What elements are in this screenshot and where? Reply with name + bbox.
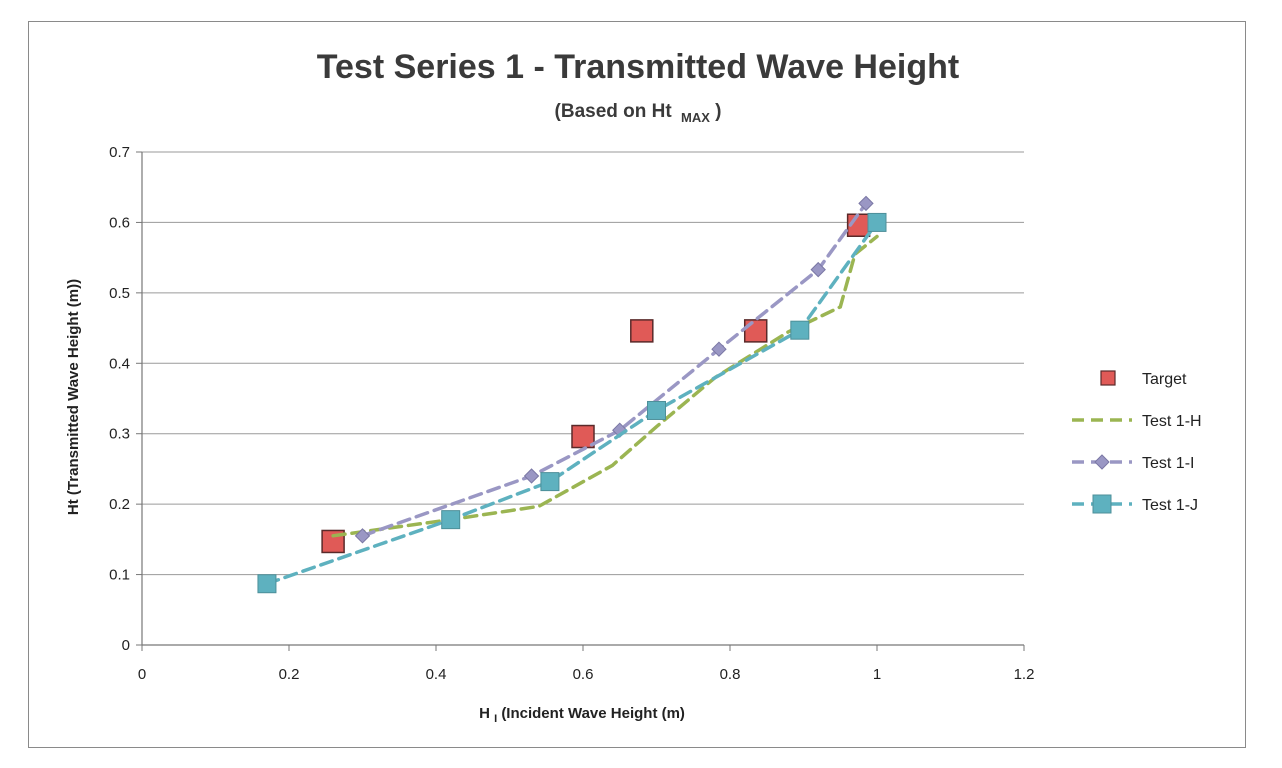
x-tick-label-2: 0.4: [426, 666, 447, 683]
x-tick-labels: 0 0.2 0.4 0.6 0.8 1 1.2: [138, 666, 1035, 683]
legend-item-1: Test 1-H: [1072, 413, 1202, 430]
series-line: [331, 234, 879, 538]
x-axis-label-rest: (Incident Wave Height (m): [501, 705, 685, 722]
x-axis-label-sub: I: [494, 713, 497, 725]
axes: [141, 152, 1025, 651]
subtitle-close: ): [715, 101, 721, 122]
data-point-0: [257, 574, 277, 594]
data-point-5: [867, 212, 887, 232]
data-point-2: [540, 472, 560, 492]
data-point-4: [810, 261, 826, 278]
x-axis-label: H I (Incident Wave Height (m): [479, 705, 685, 726]
legend-marker-2: [1094, 454, 1110, 470]
y-tick-labels: 0 0.1 0.2 0.3 0.4 0.5 0.6 0.7: [109, 144, 130, 654]
x-tick-label-4: 0.8: [720, 666, 741, 683]
data-point-3: [647, 400, 666, 420]
data-point-1: [441, 510, 461, 530]
legend-label-0: Target: [1142, 371, 1187, 388]
gridlines: [136, 151, 1024, 646]
y-tick-label-5: 0.5: [109, 285, 130, 302]
data-point-5: [858, 195, 874, 212]
x-tick-label-6: 1.2: [1014, 666, 1035, 683]
y-tick-label-7: 0.7: [109, 144, 130, 161]
legend-item-3: Test 1-J: [1072, 494, 1198, 514]
subtitle-sub: MAX: [681, 110, 710, 125]
series-test-1-h: [331, 234, 879, 538]
series-layer: [257, 195, 887, 594]
legend-label-3: Test 1-J: [1142, 497, 1198, 514]
chart-subtitle: (Based on Ht MAX ): [555, 101, 722, 127]
legend-item-2: Test 1-I: [1072, 454, 1194, 472]
chart-frame: [28, 21, 1246, 748]
x-axis-label-main: H: [479, 705, 490, 722]
legend-item-0: Target: [1100, 370, 1187, 388]
x-tick-label-3: 0.6: [573, 666, 594, 683]
y-tick-label-2: 0.2: [109, 496, 130, 513]
chart-title: Test Series 1 - Transmitted Wave Height: [317, 48, 959, 86]
data-point-4: [790, 320, 810, 340]
x-tick-label-1: 0.2: [279, 666, 300, 683]
series-target: [321, 213, 871, 554]
data-point-3: [711, 341, 727, 357]
data-point-2: [630, 319, 654, 343]
series-test-1-i: [354, 195, 874, 544]
series-line: [265, 220, 879, 586]
subtitle-main: (Based on Ht: [555, 101, 673, 122]
legend-label-1: Test 1-H: [1142, 413, 1202, 430]
legend-marker-3: [1092, 494, 1112, 514]
data-point-1: [523, 468, 540, 484]
series-line: [360, 201, 868, 538]
y-tick-label-0: 0: [122, 637, 130, 654]
y-tick-label-4: 0.4: [109, 355, 130, 372]
y-tick-label-6: 0.6: [109, 214, 130, 231]
y-tick-label-3: 0.3: [109, 426, 130, 443]
legend-label-2: Test 1-I: [1142, 455, 1194, 472]
y-tick-label-1: 0.1: [109, 567, 130, 584]
legend: Target Test 1-H Test 1-I Test 1-J: [1072, 370, 1202, 514]
y-axis-label: Ht (Transmitted Wave Height (m)): [65, 279, 82, 515]
data-point-0: [354, 528, 371, 544]
series-test-1-j: [257, 212, 887, 594]
x-tick-label-0: 0: [138, 666, 146, 683]
x-tick-label-5: 1: [873, 666, 881, 683]
legend-marker-0: [1100, 370, 1116, 386]
data-point-3: [743, 319, 768, 343]
